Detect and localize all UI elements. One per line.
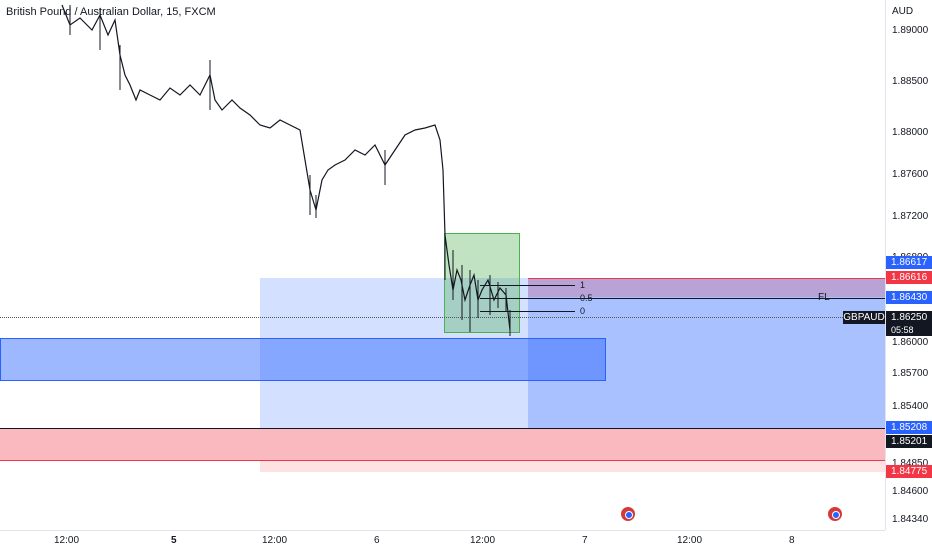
time-tick: 5 (171, 535, 177, 546)
price-tag: 1.85201 (886, 435, 932, 448)
fib-line-1[interactable] (480, 285, 575, 286)
fib-line-05[interactable] (480, 298, 885, 299)
price-tag: 1.85208 (886, 421, 932, 434)
price-tick: 1.86000 (892, 337, 929, 348)
economic-event-icon[interactable] (828, 507, 842, 521)
blue-order-block[interactable] (0, 338, 606, 381)
candle-wicks (69, 5, 511, 336)
price-tag: 1.84775 (886, 465, 932, 478)
current-price-line (0, 317, 885, 318)
time-tick: 12:00 (677, 535, 703, 546)
price-tag: 1.86616 (886, 271, 932, 284)
fib-label-1: 1 (580, 280, 586, 290)
light-blue-zone[interactable] (260, 278, 885, 428)
price-tick: 1.84340 (892, 514, 929, 525)
fib-line-0[interactable] (480, 311, 575, 312)
price-tick: 1.85400 (892, 401, 929, 412)
price-tick: 1.84600 (892, 486, 929, 497)
price-tag: 1.86617 (886, 256, 932, 269)
time-tick: 8 (789, 535, 795, 546)
bar-countdown: 05:58 (886, 324, 932, 336)
fib-fl-label: FL (818, 292, 830, 303)
red-order-block[interactable] (0, 428, 885, 461)
price-tick: 1.88000 (892, 127, 929, 138)
chart-pane[interactable]: 1 0.5 0 FL (0, 0, 885, 530)
red-top-zone[interactable] (528, 278, 885, 297)
time-tick: 12:00 (54, 535, 80, 546)
green-box[interactable] (444, 233, 520, 333)
price-tick: 1.87200 (892, 211, 929, 222)
current-price-tag: 1.86250 (886, 311, 932, 324)
fib-label-05: 0.5 (580, 293, 593, 303)
candlestick-series[interactable] (0, 0, 885, 530)
price-tick: 1.89000 (892, 25, 929, 36)
price-tick: 1.85700 (892, 368, 929, 379)
price-tick: 1.88500 (892, 76, 929, 87)
blue-range-zone[interactable] (528, 278, 885, 428)
time-tick: 12:00 (262, 535, 288, 546)
economic-event-icon[interactable] (621, 507, 635, 521)
time-scale[interactable]: 12:00 5 12:00 6 12:00 7 12:00 8 (0, 530, 885, 550)
price-scale[interactable]: AUD 1.89000 1.88500 1.88000 1.87600 1.87… (885, 0, 932, 530)
price-tick: 1.87600 (892, 169, 929, 180)
chart-title: British Pound / Australian Dollar, 15, F… (6, 6, 216, 18)
time-tick: 7 (582, 535, 588, 546)
time-tick: 6 (374, 535, 380, 546)
price-tick: 1.84850 (892, 458, 929, 469)
price-path (61, 4, 511, 331)
fib-label-0: 0 (580, 306, 586, 316)
time-tick: 12:00 (470, 535, 496, 546)
price-tag: 1.86430 (886, 291, 932, 304)
symbol-label: GBPAUD (843, 311, 885, 324)
currency-label: AUD (892, 6, 914, 17)
red-lower-band[interactable] (260, 461, 885, 472)
